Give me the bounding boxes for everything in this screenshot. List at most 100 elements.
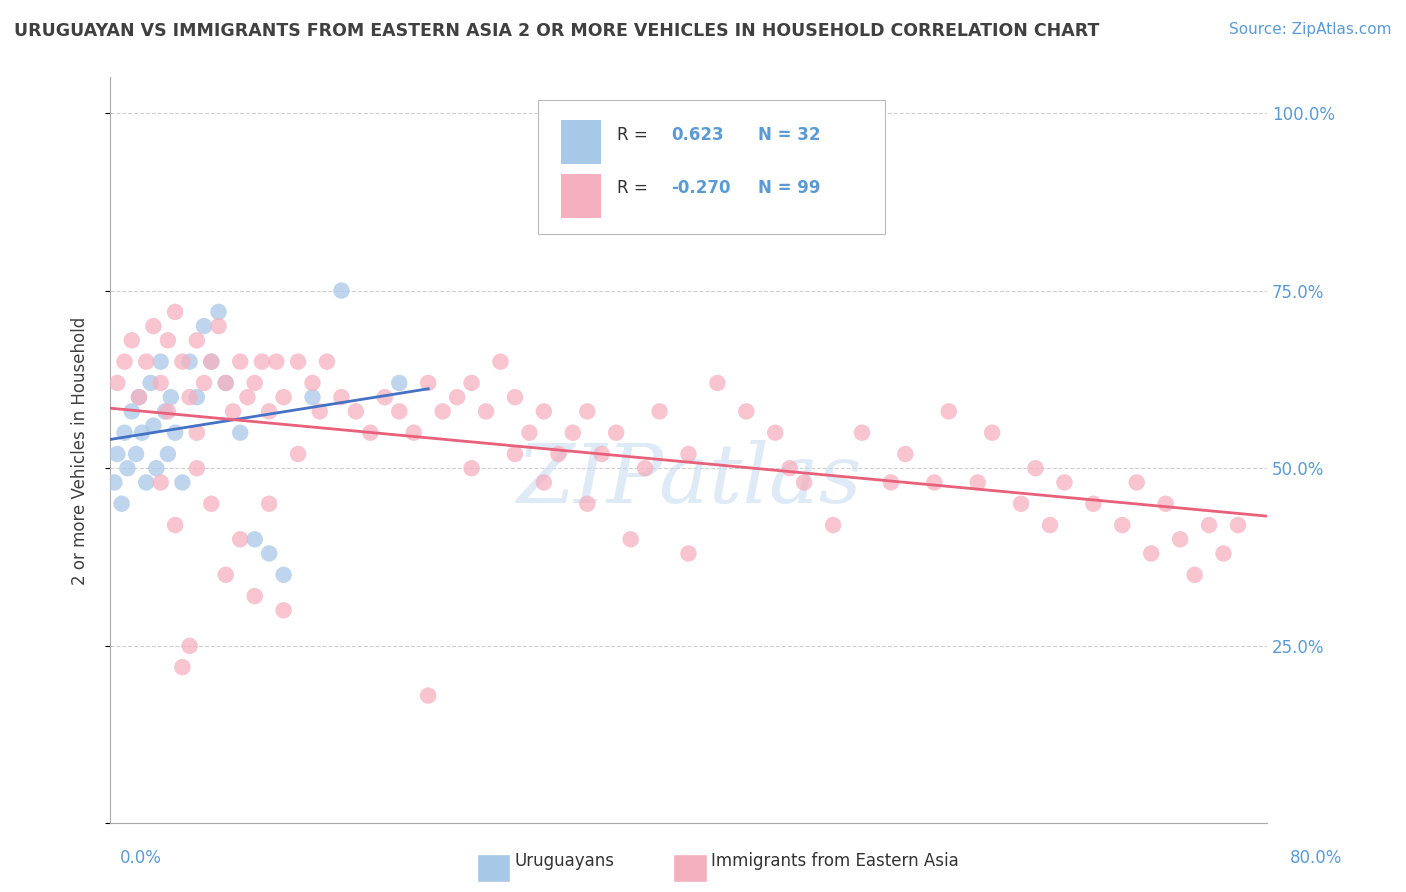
Point: [316, 354, 339, 368]
Point: [576, 497, 599, 511]
Point: [938, 404, 960, 418]
Point: [145, 461, 167, 475]
Point: [880, 475, 903, 490]
Point: [966, 475, 988, 490]
Point: [678, 546, 700, 560]
Point: [1010, 497, 1032, 511]
Point: [981, 425, 1004, 440]
Point: [301, 376, 323, 390]
Point: [135, 354, 157, 368]
Point: [243, 376, 266, 390]
Point: [200, 354, 222, 368]
Point: [1083, 497, 1105, 511]
Point: [287, 354, 309, 368]
Point: [117, 461, 139, 475]
Point: [432, 404, 454, 418]
Point: [301, 390, 323, 404]
Point: [308, 404, 330, 418]
Text: N = 32: N = 32: [758, 126, 820, 144]
Point: [236, 390, 259, 404]
Point: [165, 305, 187, 319]
Point: [222, 404, 245, 418]
Point: [359, 425, 381, 440]
Point: [374, 390, 396, 404]
Point: [779, 461, 801, 475]
Point: [344, 404, 367, 418]
Point: [620, 533, 643, 547]
Point: [131, 425, 153, 440]
Point: [186, 461, 208, 475]
Point: [165, 425, 187, 440]
Point: [1140, 546, 1163, 560]
Point: [121, 334, 143, 348]
Point: [1111, 518, 1133, 533]
Text: R =: R =: [617, 179, 652, 197]
Point: [105, 376, 128, 390]
Point: [103, 475, 125, 490]
Point: [111, 497, 134, 511]
Point: [287, 447, 309, 461]
Point: [1154, 497, 1177, 511]
Point: [533, 404, 555, 418]
Y-axis label: 2 or more Vehicles in Household: 2 or more Vehicles in Household: [72, 317, 89, 584]
Point: [179, 354, 201, 368]
Point: [1126, 475, 1149, 490]
Point: [114, 354, 136, 368]
Point: [125, 447, 148, 461]
Point: [1168, 533, 1191, 547]
FancyBboxPatch shape: [561, 174, 600, 218]
Point: [128, 390, 150, 404]
Point: [1039, 518, 1062, 533]
Point: [156, 404, 179, 418]
Point: [215, 567, 238, 582]
Point: [823, 518, 845, 533]
Point: [243, 533, 266, 547]
Point: [735, 404, 758, 418]
Point: [576, 404, 599, 418]
Point: [1053, 475, 1076, 490]
Point: [172, 660, 194, 674]
Point: [128, 390, 150, 404]
Text: Uruguayans: Uruguayans: [515, 852, 614, 870]
Point: [229, 425, 252, 440]
Point: [193, 319, 215, 334]
Point: [186, 425, 208, 440]
Point: [273, 603, 295, 617]
Point: [179, 639, 201, 653]
Point: [418, 689, 440, 703]
Point: [591, 447, 613, 461]
Point: [763, 425, 786, 440]
Point: [139, 376, 162, 390]
Point: [229, 533, 252, 547]
Point: [561, 425, 583, 440]
Point: [250, 354, 273, 368]
Point: [179, 390, 201, 404]
Point: [114, 425, 136, 440]
Point: [257, 497, 280, 511]
Point: [159, 390, 181, 404]
Point: [165, 518, 187, 533]
Point: [851, 425, 873, 440]
Point: [229, 354, 252, 368]
Point: [503, 390, 526, 404]
FancyBboxPatch shape: [538, 100, 886, 234]
Point: [924, 475, 946, 490]
Point: [273, 567, 295, 582]
Point: [153, 404, 176, 418]
Text: 0.0%: 0.0%: [120, 849, 162, 867]
Point: [149, 475, 172, 490]
Point: [475, 404, 498, 418]
Point: [172, 354, 194, 368]
Point: [156, 334, 179, 348]
Point: [547, 447, 569, 461]
Point: [678, 447, 700, 461]
Text: R =: R =: [617, 126, 652, 144]
Point: [257, 546, 280, 560]
Point: [489, 354, 512, 368]
Point: [503, 447, 526, 461]
Point: [533, 475, 555, 490]
Point: [215, 376, 238, 390]
Text: 80.0%: 80.0%: [1291, 849, 1343, 867]
Point: [648, 404, 671, 418]
Point: [172, 475, 194, 490]
